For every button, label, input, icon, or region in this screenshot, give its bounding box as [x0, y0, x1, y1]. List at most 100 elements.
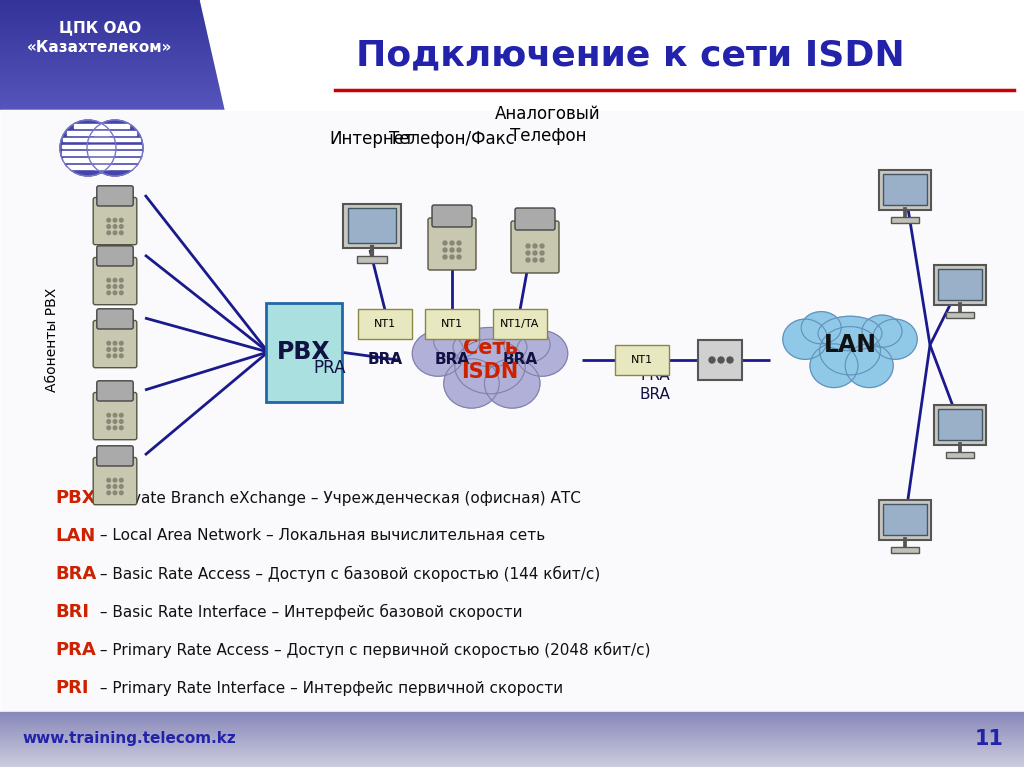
- Bar: [0, 757, 1024, 758]
- FancyBboxPatch shape: [97, 245, 133, 266]
- Circle shape: [106, 341, 111, 345]
- Circle shape: [540, 244, 544, 248]
- Bar: [61, 145, 115, 148]
- Circle shape: [534, 244, 537, 248]
- Bar: [0, 90, 1024, 91]
- FancyBboxPatch shape: [946, 452, 974, 459]
- Circle shape: [457, 248, 461, 252]
- Bar: [0, 7, 1024, 8]
- Circle shape: [443, 255, 447, 259]
- Bar: [0, 734, 1024, 735]
- Bar: [0, 83, 1024, 84]
- Bar: [0, 35, 1024, 36]
- Bar: [94, 165, 136, 169]
- FancyBboxPatch shape: [97, 309, 133, 329]
- Bar: [0, 12, 1024, 13]
- Bar: [0, 754, 1024, 755]
- Circle shape: [120, 485, 123, 489]
- FancyBboxPatch shape: [266, 303, 342, 402]
- Bar: [0, 732, 1024, 733]
- FancyBboxPatch shape: [93, 457, 137, 505]
- Circle shape: [106, 491, 111, 495]
- Bar: [0, 39, 1024, 40]
- FancyBboxPatch shape: [879, 170, 931, 210]
- Ellipse shape: [504, 326, 550, 363]
- Circle shape: [106, 479, 111, 482]
- FancyBboxPatch shape: [879, 500, 931, 540]
- Bar: [67, 165, 110, 169]
- Circle shape: [526, 258, 530, 262]
- Circle shape: [120, 420, 123, 423]
- Ellipse shape: [455, 339, 525, 393]
- Bar: [0, 53, 1024, 54]
- FancyBboxPatch shape: [93, 258, 137, 304]
- Bar: [0, 101, 1024, 102]
- FancyBboxPatch shape: [934, 265, 986, 304]
- Bar: [0, 29, 1024, 30]
- Circle shape: [114, 413, 117, 417]
- Bar: [0, 37, 1024, 38]
- Bar: [0, 745, 1024, 746]
- Bar: [0, 86, 1024, 87]
- Bar: [0, 735, 1024, 736]
- Bar: [0, 10, 1024, 11]
- Circle shape: [106, 225, 111, 229]
- Bar: [0, 712, 1024, 713]
- Text: – Primary Rate Interface – Интерфейс первичной скорости: – Primary Rate Interface – Интерфейс пер…: [95, 680, 563, 696]
- Bar: [0, 22, 1024, 23]
- Bar: [0, 737, 1024, 738]
- FancyBboxPatch shape: [343, 204, 401, 248]
- Bar: [0, 79, 1024, 80]
- Text: Сеть
ISDN: Сеть ISDN: [462, 337, 518, 383]
- Text: – Primary Rate Access – Доступ с первичной скоростью (2048 кбит/с): – Primary Rate Access – Доступ с первичн…: [95, 642, 650, 658]
- Bar: [0, 96, 1024, 97]
- Bar: [0, 108, 1024, 109]
- Ellipse shape: [801, 311, 841, 344]
- Text: 11: 11: [975, 729, 1004, 749]
- Bar: [0, 92, 1024, 93]
- Bar: [0, 61, 1024, 62]
- Bar: [0, 743, 1024, 744]
- Bar: [0, 758, 1024, 759]
- Bar: [0, 28, 1024, 29]
- Bar: [63, 158, 113, 162]
- Circle shape: [106, 354, 111, 357]
- Bar: [0, 760, 1024, 761]
- Bar: [0, 713, 1024, 714]
- Bar: [0, 50, 1024, 51]
- Bar: [0, 88, 1024, 89]
- Bar: [0, 15, 1024, 16]
- Bar: [0, 41, 1024, 42]
- FancyBboxPatch shape: [698, 340, 742, 380]
- Circle shape: [114, 341, 117, 345]
- FancyBboxPatch shape: [425, 309, 479, 339]
- Bar: [0, 46, 1024, 47]
- Bar: [0, 21, 1024, 22]
- Circle shape: [120, 491, 123, 495]
- Bar: [0, 729, 1024, 730]
- Bar: [0, 16, 1024, 17]
- Text: – Basic Rate Interface – Интерфейс базовой скорости: – Basic Rate Interface – Интерфейс базов…: [95, 604, 522, 620]
- Text: Абоненты PBX: Абоненты PBX: [45, 288, 59, 392]
- Bar: [0, 736, 1024, 737]
- FancyBboxPatch shape: [93, 197, 137, 245]
- Circle shape: [443, 248, 447, 252]
- Bar: [0, 725, 1024, 726]
- Bar: [0, 69, 1024, 70]
- Bar: [0, 766, 1024, 767]
- Text: BRA: BRA: [503, 352, 538, 367]
- Bar: [0, 72, 1024, 73]
- FancyBboxPatch shape: [432, 205, 472, 227]
- Bar: [0, 106, 1024, 107]
- Circle shape: [120, 426, 123, 430]
- Circle shape: [114, 426, 117, 430]
- Bar: [0, 68, 1024, 69]
- Ellipse shape: [413, 331, 464, 377]
- Bar: [0, 720, 1024, 721]
- Circle shape: [540, 258, 544, 262]
- Text: – Basic Rate Access – Доступ с базовой скоростью (144 кбит/с): – Basic Rate Access – Доступ с базовой с…: [95, 566, 600, 582]
- FancyBboxPatch shape: [493, 309, 547, 339]
- Bar: [0, 67, 1024, 68]
- Text: LAN: LAN: [823, 333, 877, 357]
- Bar: [0, 42, 1024, 43]
